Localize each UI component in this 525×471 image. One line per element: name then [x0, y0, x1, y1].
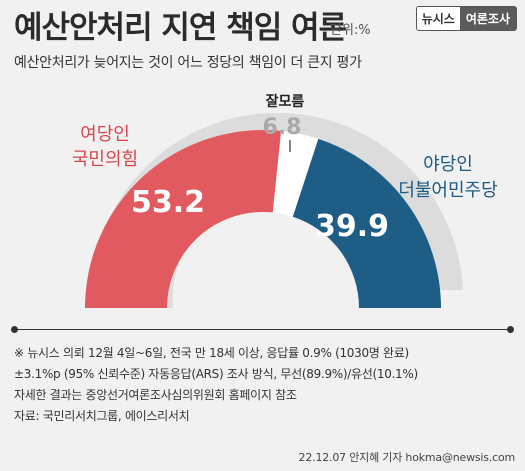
value-label-undecided: 6.8 [263, 115, 302, 140]
opposition-party-label: 더불어민주당 [398, 180, 497, 201]
slice-undecided [272, 130, 319, 217]
note-line: ±3.1%p (95% 신뢰수준) 자동응답(ARS) 조사 방식, 무선(89… [14, 367, 418, 381]
slice-ruling [85, 129, 282, 308]
source-line: 자료: 국민리서치그룹, 에이스리서치 [14, 409, 190, 423]
value-label-opposition: 39.9 [315, 209, 389, 244]
note-line: ※ 뉴시스 의뢰 12월 4일~6일, 전국 만 18세 이상, 응답률 0.9… [14, 346, 409, 360]
undecided-label: 잘모름 [266, 94, 305, 110]
chart-subtitle: 예산안처리가 늦어지는 것이 어느 정당의 책임이 더 큰지 평가 [14, 55, 362, 71]
survey-notes: ※ 뉴시스 의뢰 12월 4일~6일, 전국 만 18세 이상, 응답률 0.9… [14, 343, 514, 427]
ruling-party-label: 국민의힘 [72, 149, 138, 170]
brand-name: 뉴시스 [416, 7, 460, 30]
credit-line: 22.12.07 안지혜 기자 hokma@newsis.com [298, 451, 516, 464]
brand-badge: 뉴시스 여론조사 [415, 6, 517, 31]
note-line: 자세한 결과는 중앙선거여론조사심의위원회 홈페이지 참조 [14, 388, 297, 402]
page-title: 예산안처리 지연 책임 여론 [14, 10, 347, 46]
footer-divider [11, 326, 514, 333]
unit-label: 단위:% [330, 23, 371, 38]
brand-section: 여론조사 [459, 7, 516, 30]
divider-dot-left [11, 326, 18, 333]
divider-dot-right [507, 326, 514, 333]
slice-opposition [292, 138, 441, 308]
opposition-group-label: 야당인 [423, 154, 473, 175]
ruling-group-label: 여당인 [80, 124, 130, 145]
value-label-ruling: 53.2 [131, 185, 205, 220]
